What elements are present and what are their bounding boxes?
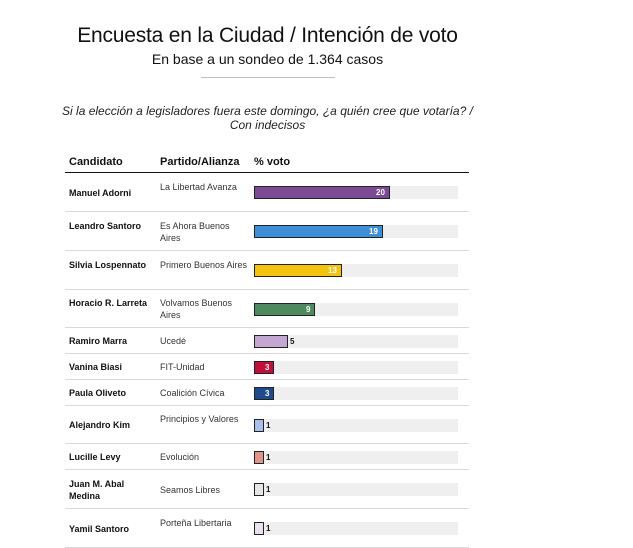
candidate-name: Horacio R. Larreta <box>69 298 148 308</box>
party-name: La Libertad Avanza <box>160 182 237 192</box>
party-name: FIT-Unidad <box>160 362 205 372</box>
row-separator <box>65 250 469 251</box>
header-underline <box>65 172 469 173</box>
candidate-name: Juan M. Abal Medina <box>69 479 125 501</box>
table-row: Silvia Lospennato Primero Buenos Aires 13 <box>65 251 469 290</box>
header-candidate: Candidato <box>69 156 123 168</box>
bar-track: 5 <box>254 335 458 348</box>
row-separator <box>65 327 469 328</box>
bar-horacio-r-larreta <box>254 303 315 316</box>
bar-value-label: 1 <box>266 453 271 462</box>
bar-track: 20 <box>254 186 458 199</box>
party-name: Porteña Libertaria <box>160 518 232 528</box>
party-name: Primero Buenos Aires <box>160 260 248 270</box>
party-name: Evolución <box>160 452 200 462</box>
bar-manuel-adorni <box>254 186 390 199</box>
candidate-name: Manuel Adorni <box>69 188 132 198</box>
bar-juan-m-abal-medina <box>254 483 264 496</box>
candidate-name: Vanina Biasi <box>69 362 123 372</box>
row-separator <box>65 443 469 444</box>
bar-alejandro-kim <box>254 419 264 432</box>
candidate-name: Paula Oliveto <box>69 388 127 398</box>
bar-track: 1 <box>254 451 458 464</box>
chart-subtitle: En base a un sondeo de 1.364 casos <box>151 51 384 67</box>
bar-track: 9 <box>254 303 458 316</box>
table-row: Vanina Biasi FIT-Unidad 3 <box>65 354 469 380</box>
bar-value-label: 9 <box>306 305 311 314</box>
bar-paula-oliveto <box>254 387 274 400</box>
table-row: Ramiro Marra Ucedé 5 <box>65 328 469 354</box>
row-separator <box>65 211 469 212</box>
bar-yamil-santoro <box>254 522 264 535</box>
row-separator <box>65 405 469 406</box>
bar-track: 3 <box>254 361 458 374</box>
candidate-name: Lucille Levy <box>69 452 121 462</box>
table-row: Horacio R. Larreta Volvamos Buenos Aires 9 <box>65 290 469 328</box>
bar-track: 1 <box>254 483 458 496</box>
bar-track: 19 <box>254 225 458 238</box>
candidate-name: Silvia Lospennato <box>69 260 147 270</box>
party-name: Coalición Cívica <box>160 388 225 398</box>
candidate-name: Leandro Santoro <box>69 221 142 231</box>
chart-title: Encuesta en la Ciudad / Intención de vot… <box>77 24 458 47</box>
table-row: Lucille Levy Evolución 1 <box>65 444 469 470</box>
bar-value-label: 13 <box>328 266 337 275</box>
candidate-name: Yamil Santoro <box>69 524 130 534</box>
table-row: Manuel Adorni La Libertad Avanza 20 <box>65 173 469 212</box>
bar-track: 13 <box>254 264 458 277</box>
header-party: Partido/Alianza <box>160 156 240 168</box>
row-separator <box>65 508 469 509</box>
party-name: Ucedé <box>160 336 187 346</box>
bar-value-label: 1 <box>266 421 271 430</box>
bar-value-label: 5 <box>290 337 295 346</box>
bar-leandro-santoro <box>254 225 383 238</box>
row-separator <box>65 289 469 290</box>
bar-value-label: 3 <box>265 363 270 372</box>
header-vote: % voto <box>254 156 291 168</box>
survey-question: Si la elección a legisladores fuera este… <box>62 104 473 132</box>
party-name: Volvamos Buenos Aires <box>160 298 233 320</box>
candidate-name: Alejandro Kim <box>69 420 131 430</box>
party-name: Principios y Valores <box>160 414 239 424</box>
bar-ramiro-marra <box>254 335 288 348</box>
row-separator <box>65 379 469 380</box>
candidate-name: Ramiro Marra <box>69 336 128 346</box>
table-row: Leandro Santoro Es Ahora Buenos Aires 19 <box>65 212 469 251</box>
table-row: Paula Oliveto Coalición Cívica 3 <box>65 380 469 406</box>
bar-value-label: 1 <box>266 485 271 494</box>
table-row: Juan M. Abal Medina Seamos Libres 1 <box>65 470 469 509</box>
party-name: Seamos Libres <box>160 485 221 495</box>
bar-vanina-biasi <box>254 361 274 374</box>
row-separator <box>65 469 469 470</box>
bar-value-label: 3 <box>265 389 270 398</box>
results-table: Manuel Adorni La Libertad Avanza 20 Leandro… <box>65 173 469 548</box>
bar-value-label: 1 <box>266 524 271 533</box>
row-separator <box>65 353 469 354</box>
bar-track: 1 <box>254 419 458 432</box>
bar-lucille-levy <box>254 451 264 464</box>
bar-value-label: 19 <box>369 227 378 236</box>
table-row: Yamil Santoro Porteña Libertaria 1 <box>65 509 469 548</box>
party-name: Es Ahora Buenos Aires <box>160 221 230 243</box>
bar-value-label: 20 <box>376 188 385 197</box>
bar-track: 1 <box>254 522 458 535</box>
bar-silvia-lospennato <box>254 264 342 277</box>
table-row: Alejandro Kim Principios y Valores 1 <box>65 406 469 444</box>
bar-track: 3 <box>254 387 458 400</box>
title-divider <box>201 77 335 78</box>
